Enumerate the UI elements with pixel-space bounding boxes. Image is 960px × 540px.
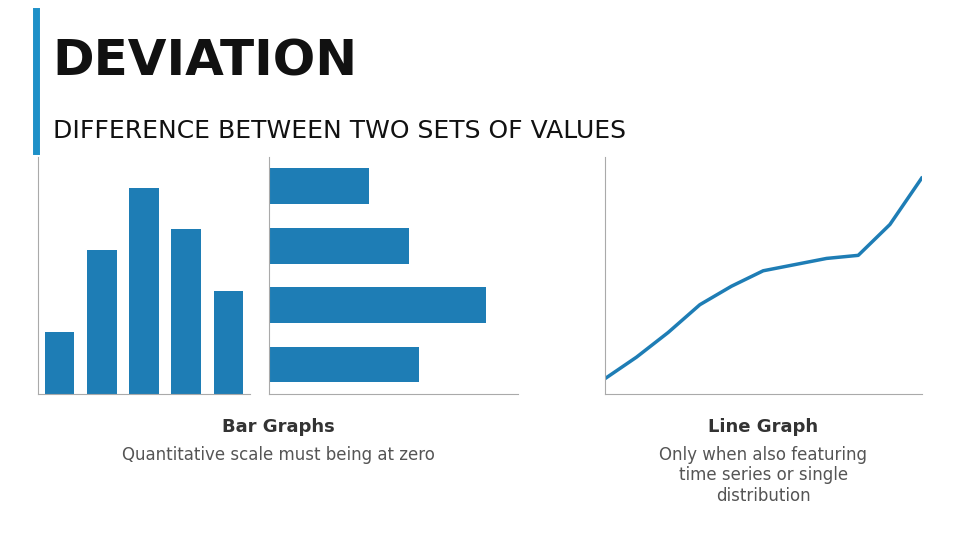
Text: Line Graph: Line Graph	[708, 418, 818, 436]
Bar	[269, 347, 420, 382]
Text: Only when also featuring
time series or single
distribution: Only when also featuring time series or …	[660, 446, 867, 505]
Bar	[87, 249, 116, 394]
Bar	[214, 291, 243, 394]
Text: DIFFERENCE BETWEEN TWO SETS OF VALUES: DIFFERENCE BETWEEN TWO SETS OF VALUES	[53, 119, 626, 143]
Bar	[172, 229, 201, 394]
Bar	[269, 287, 486, 323]
Text: Quantitative scale must being at zero: Quantitative scale must being at zero	[122, 446, 435, 463]
Bar	[269, 228, 409, 264]
Bar	[45, 332, 74, 394]
Text: Bar Graphs: Bar Graphs	[222, 418, 335, 436]
Text: DEVIATION: DEVIATION	[53, 38, 358, 86]
Bar	[130, 187, 158, 394]
Bar	[269, 168, 369, 204]
